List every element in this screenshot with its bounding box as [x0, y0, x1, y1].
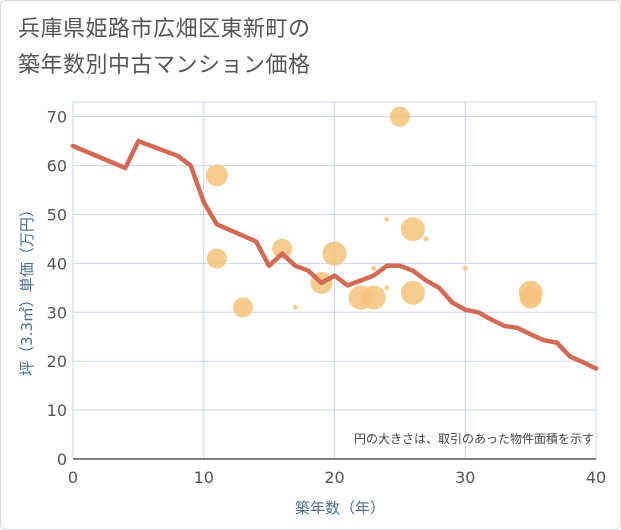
x-axis-label: 築年数（年）: [295, 499, 385, 517]
y-tick-label: 70: [47, 108, 67, 127]
y-tick-label: 20: [47, 352, 67, 371]
grid-lines: [72, 101, 597, 460]
bubble-point: [389, 106, 410, 127]
axes: 0 10 20 30 40 0 10 20 30 40 50 60 70: [47, 108, 607, 487]
y-tick-label: 10: [47, 401, 67, 420]
bubble-point: [400, 217, 425, 242]
bubble-point: [384, 216, 390, 222]
bubble-point: [272, 238, 293, 259]
chart-title-line2: 築年数別中古マンション価格: [18, 53, 311, 78]
bubble-point: [361, 285, 386, 310]
bubble-point: [371, 265, 377, 271]
bubble-point: [400, 280, 425, 305]
y-tick-label: 30: [47, 303, 67, 322]
bubble-point: [384, 285, 390, 291]
bubble-point: [292, 304, 298, 310]
x-tick-label: 40: [586, 468, 606, 487]
x-tick-label: 0: [68, 468, 78, 487]
chart-title-line1: 兵庫県姫路市広畑区東新町の: [18, 17, 311, 42]
bubble-size-note: 円の大きさは、取引のあった物件面積を示す: [354, 431, 594, 446]
y-tick-label: 50: [47, 205, 67, 224]
x-tick-label: 20: [324, 468, 344, 487]
y-tick-label: 40: [47, 254, 67, 273]
trend-line-group: [70, 138, 599, 371]
y-axis-label: 坪（3.3㎡）単価（万円）: [18, 202, 36, 376]
bubble-point: [206, 248, 227, 269]
y-tick-label: 60: [47, 157, 67, 176]
bubble-point: [423, 236, 429, 242]
bubble-point: [518, 280, 543, 305]
bubble-point: [232, 297, 253, 318]
x-tick-label: 30: [455, 468, 475, 487]
trend-line: [70, 138, 599, 371]
y-tick-label: 0: [57, 450, 67, 469]
chart-title: 兵庫県姫路市広畑区東新町の 築年数別中古マンション価格: [18, 12, 311, 84]
bubble-point: [322, 241, 347, 266]
bubble-series: [205, 106, 543, 318]
bubble-point: [462, 265, 468, 271]
bubble-point: [205, 164, 228, 187]
x-tick-label: 10: [194, 468, 214, 487]
